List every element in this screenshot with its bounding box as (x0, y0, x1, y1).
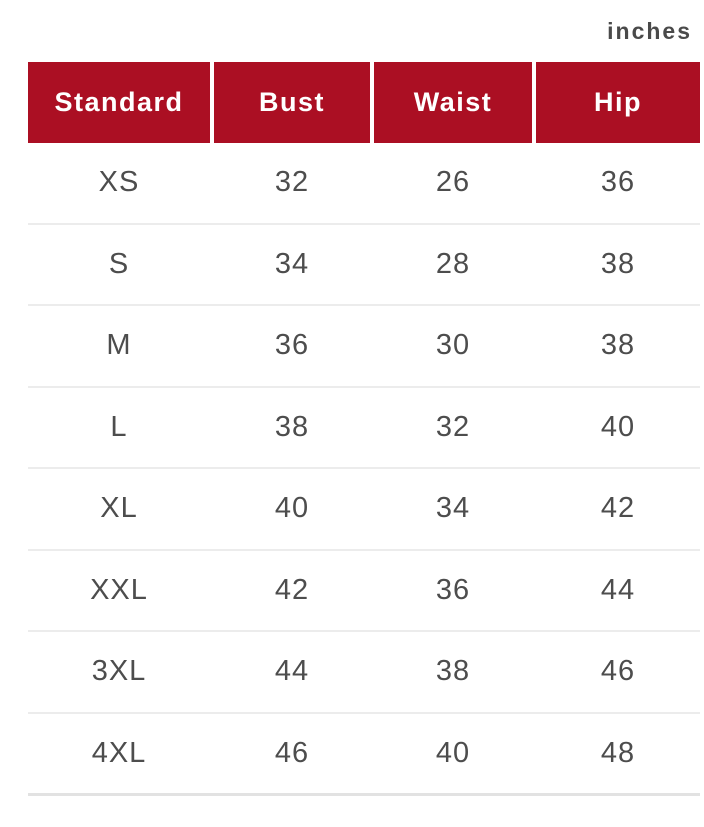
header-cell-bust: Bust (214, 62, 370, 143)
size-cell: 3XL (91, 655, 147, 688)
hip-cell: 36 (600, 166, 636, 199)
bust-cell: 34 (274, 247, 310, 280)
table-row-xxl: XXL 42 36 44 (28, 551, 700, 632)
table-row-3xl: 3XL 44 38 46 (28, 632, 700, 714)
header-cell-hip: Hip (536, 62, 700, 143)
bust-cell: 38 (274, 410, 310, 443)
hip-cell: 42 (600, 492, 636, 525)
table-row-xl: XL 40 34 42 (28, 469, 700, 551)
bust-cell: 32 (274, 166, 310, 199)
bust-cell: 44 (274, 655, 310, 688)
size-cell: 4XL (91, 736, 147, 769)
bust-cell: 36 (274, 329, 310, 362)
size-cell: L (110, 410, 128, 443)
table-row-s: S 34 28 38 (28, 225, 700, 306)
header-row: Standard Bust Waist Hip (28, 62, 700, 143)
bust-cell: 40 (274, 492, 310, 525)
unit-label: inches (607, 18, 692, 44)
table-row-m: M 36 30 38 (28, 306, 700, 388)
waist-cell: 34 (435, 492, 471, 525)
hip-cell: 38 (600, 247, 636, 280)
waist-cell: 40 (435, 736, 471, 769)
waist-cell: 26 (435, 166, 471, 199)
bust-cell: 42 (274, 573, 310, 606)
header-cell-standard: Standard (28, 62, 210, 143)
size-chart-table: Standard Bust Waist Hip XS 32 26 36 S 34… (28, 62, 700, 796)
waist-cell: 32 (435, 410, 471, 443)
bust-cell: 46 (274, 736, 310, 769)
table-row-4xl: 4XL 46 40 48 (28, 714, 700, 796)
hip-cell: 38 (600, 329, 636, 362)
waist-cell: 38 (435, 655, 471, 688)
hip-cell: 40 (600, 410, 636, 443)
table-row-xs: XS 32 26 36 (28, 143, 700, 225)
size-cell: XL (100, 492, 138, 525)
size-cell: XS (98, 166, 140, 199)
hip-cell: 44 (600, 573, 636, 606)
size-cell: S (108, 247, 130, 280)
waist-cell: 30 (435, 329, 471, 362)
hip-cell: 48 (600, 736, 636, 769)
header-cell-waist: Waist (374, 62, 532, 143)
hip-cell: 46 (600, 655, 636, 688)
size-cell: M (106, 329, 132, 362)
waist-cell: 36 (435, 573, 471, 606)
waist-cell: 28 (435, 247, 471, 280)
size-cell: XXL (90, 573, 148, 606)
table-row-l: L 38 32 40 (28, 388, 700, 469)
